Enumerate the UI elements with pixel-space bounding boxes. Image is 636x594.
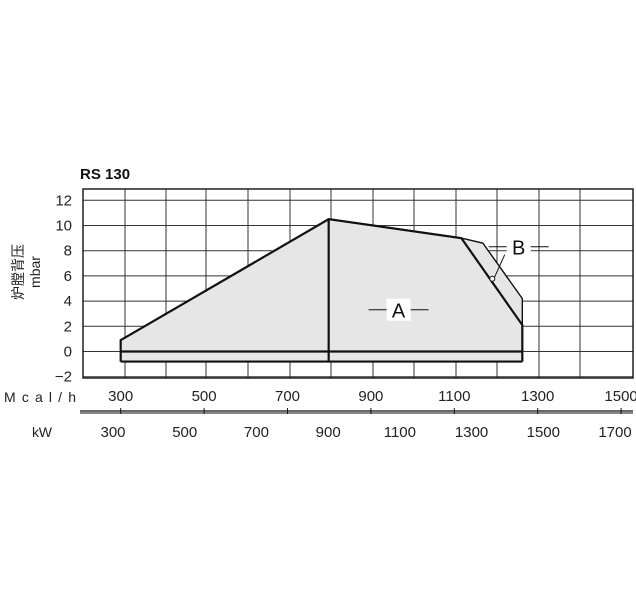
- label-a: A: [392, 301, 406, 323]
- working-field-area: [120, 219, 523, 362]
- x-tick-label-kw: 900: [316, 424, 341, 441]
- series-a-line: [119, 218, 524, 362]
- x-tick-label-mcal: 1500: [604, 388, 636, 405]
- y-tick-label: 4: [64, 293, 72, 310]
- chart-title: RS 130: [80, 166, 130, 183]
- x-tick-label-kw: 300: [100, 424, 125, 441]
- x-tick-label-mcal: 1300: [521, 388, 554, 405]
- x-tick-label-kw: 700: [244, 424, 269, 441]
- zone-labels: AB: [368, 235, 549, 323]
- x-tick-label-kw: 1300: [455, 424, 488, 441]
- y-axis-label: 炉膛背压 mbar: [11, 244, 43, 300]
- x-axis-mcal-label: Mcal/h: [4, 389, 76, 405]
- x-tick-label-kw: 500: [172, 424, 197, 441]
- x-tick-label-mcal: 700: [275, 388, 300, 405]
- y-tick-label: 2: [64, 318, 72, 335]
- x-tick-label-mcal: 900: [358, 388, 383, 405]
- x-axis-kw-label: kW: [32, 424, 53, 440]
- label-b-marker: [489, 275, 496, 282]
- label-b-pointer: [493, 254, 506, 278]
- x-tick-label-mcal: 1100: [438, 388, 470, 405]
- y-axis-title: 炉膛背压: [11, 244, 27, 300]
- x-axis-kw: kW 300 500 700 900 1100 1300 1500 1700: [32, 412, 633, 441]
- y-tick-label: 10: [55, 218, 72, 235]
- x-tick-label-mcal: 500: [192, 388, 217, 405]
- y-tick-label: 12: [55, 192, 72, 209]
- y-axis-unit: mbar: [27, 256, 43, 288]
- y-tick-label: −2: [55, 369, 72, 386]
- y-tick-label: 8: [64, 243, 72, 260]
- label-b: B: [512, 238, 525, 260]
- curves: [119, 218, 524, 363]
- label-b-bg: [506, 235, 531, 258]
- plot-frame: [82, 188, 634, 379]
- x-tick-label-mcal: 300: [108, 388, 133, 405]
- x-axis-mcal: Mcal/h 300 500 700 900 1100 1300 1500: [4, 388, 636, 414]
- x-tick-label-kw: 1100: [384, 424, 416, 441]
- label-a-bg: [386, 298, 411, 321]
- y-tick-label: 6: [64, 268, 72, 285]
- series-b-line: [461, 237, 524, 326]
- y-tick-labels: −2 0 2 4 6 8 10 12: [55, 192, 72, 385]
- plot-area: [120, 219, 523, 362]
- x-tick-label-kw: 1700: [598, 424, 631, 441]
- x-tick-label-kw: 1500: [527, 424, 560, 441]
- y-tick-label: 0: [64, 344, 72, 361]
